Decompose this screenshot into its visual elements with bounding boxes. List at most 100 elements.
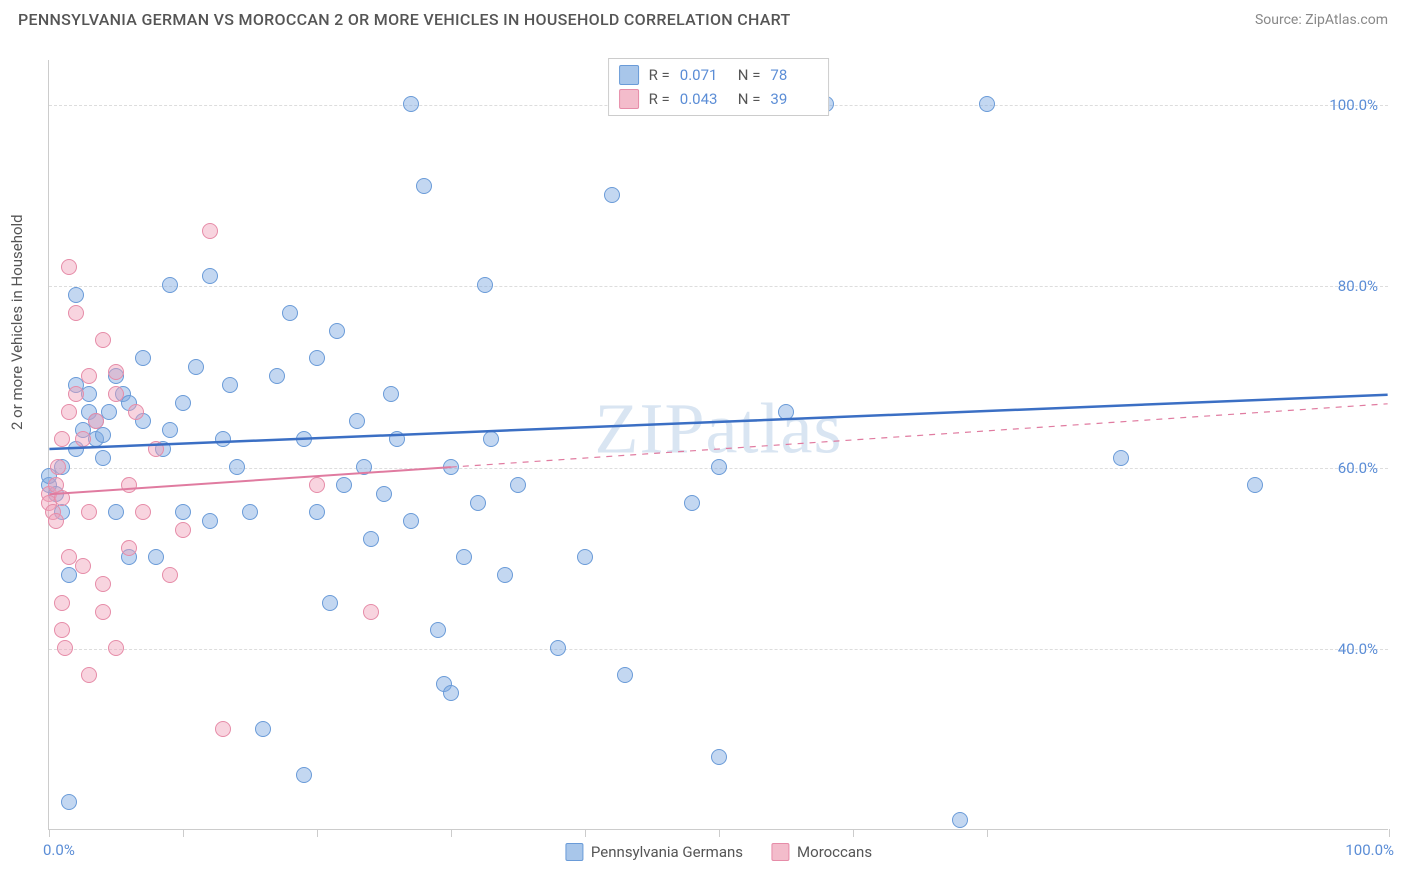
scatter-point <box>604 187 620 203</box>
scatter-point <box>50 459 66 475</box>
scatter-point <box>229 459 245 475</box>
scatter-point <box>269 368 285 384</box>
scatter-point <box>75 431 91 447</box>
scatter-point <box>121 477 137 493</box>
r-label: R = <box>649 90 670 108</box>
scatter-point <box>68 287 84 303</box>
scatter-point <box>202 268 218 284</box>
scatter-point <box>296 767 312 783</box>
legend-swatch-series-2 <box>771 843 789 861</box>
scatter-point <box>443 685 459 701</box>
scatter-point <box>108 386 124 402</box>
scatter-point <box>617 667 633 683</box>
scatter-point <box>68 386 84 402</box>
scatter-point <box>309 350 325 366</box>
legend: Pennsylvania Germans Moroccans <box>565 843 872 861</box>
scatter-point <box>135 504 151 520</box>
scatter-point <box>376 486 392 502</box>
scatter-point <box>778 404 794 420</box>
scatter-point <box>1113 450 1129 466</box>
scatter-point <box>75 558 91 574</box>
scatter-point <box>175 504 191 520</box>
stats-swatch-series-1 <box>619 65 639 85</box>
scatter-point <box>456 549 472 565</box>
scatter-point <box>483 431 499 447</box>
legend-swatch-series-1 <box>565 843 583 861</box>
scatter-point <box>322 595 338 611</box>
legend-label-series-1: Pennsylvania Germans <box>591 843 743 861</box>
source-attribution: Source: ZipAtlas.com <box>1255 12 1388 28</box>
scatter-point <box>202 513 218 529</box>
scatter-point <box>711 749 727 765</box>
chart-title: PENNSYLVANIA GERMAN VS MOROCCAN 2 OR MOR… <box>18 10 791 29</box>
scatter-point <box>81 368 97 384</box>
legend-item-series-2: Moroccans <box>771 843 872 861</box>
x-tick <box>987 829 988 837</box>
scatter-point <box>54 595 70 611</box>
stats-swatch-series-2 <box>619 89 639 109</box>
x-tick <box>853 829 854 837</box>
scatter-point <box>95 604 111 620</box>
scatter-point <box>282 305 298 321</box>
scatter-point <box>95 427 111 443</box>
r-label: R = <box>649 66 670 84</box>
scatter-point <box>309 504 325 520</box>
scatter-point <box>81 504 97 520</box>
scatter-point <box>215 721 231 737</box>
scatter-point <box>477 277 493 293</box>
scatter-point <box>61 404 77 420</box>
source-value: ZipAtlas.com <box>1305 12 1388 28</box>
scatter-point <box>577 549 593 565</box>
x-tick <box>317 829 318 837</box>
scatter-point <box>108 364 124 380</box>
scatter-point <box>255 721 271 737</box>
x-tick <box>183 829 184 837</box>
y-tick-label: 80.0% <box>1338 277 1378 295</box>
scatter-point <box>162 567 178 583</box>
scatter-point <box>148 549 164 565</box>
scatter-point <box>175 522 191 538</box>
scatter-point <box>296 431 312 447</box>
scatter-point <box>383 386 399 402</box>
scatter-point <box>215 431 231 447</box>
x-tick <box>585 829 586 837</box>
gridline-horizontal <box>49 286 1388 287</box>
scatter-point <box>952 812 968 828</box>
y-tick-label: 100.0% <box>1329 96 1378 114</box>
n-label: N = <box>738 66 761 84</box>
regression-lines-layer <box>49 60 1388 829</box>
scatter-point <box>684 495 700 511</box>
scatter-point <box>430 622 446 638</box>
scatter-point <box>329 323 345 339</box>
scatter-point <box>336 477 352 493</box>
scatter-point <box>389 431 405 447</box>
scatter-point <box>61 794 77 810</box>
scatter-point <box>81 667 97 683</box>
gridline-horizontal <box>49 649 1388 650</box>
chart-plot-area: ZIPatlas R = 0.071 N = 78 R = 0.043 N = … <box>48 60 1388 830</box>
scatter-point <box>309 477 325 493</box>
scatter-point <box>121 540 137 556</box>
y-axis-label: 2 or more Vehicles in Household <box>8 214 26 430</box>
scatter-point <box>550 640 566 656</box>
chart-header: PENNSYLVANIA GERMAN VS MOROCCAN 2 OR MOR… <box>0 0 1406 35</box>
scatter-point <box>222 377 238 393</box>
scatter-point <box>443 459 459 475</box>
scatter-point <box>54 622 70 638</box>
scatter-point <box>202 223 218 239</box>
scatter-point <box>57 640 73 656</box>
scatter-point <box>188 359 204 375</box>
scatter-point <box>1247 477 1263 493</box>
scatter-point <box>61 259 77 275</box>
scatter-point <box>356 459 372 475</box>
scatter-point <box>101 404 117 420</box>
scatter-point <box>148 441 164 457</box>
x-tick-label: 0.0% <box>43 841 75 859</box>
n-value-series-2: 39 <box>770 90 818 108</box>
scatter-point <box>242 504 258 520</box>
scatter-point <box>403 96 419 112</box>
scatter-point <box>979 96 995 112</box>
x-tick-label: 100.0% <box>1345 841 1394 859</box>
scatter-point <box>363 604 379 620</box>
scatter-point <box>95 576 111 592</box>
